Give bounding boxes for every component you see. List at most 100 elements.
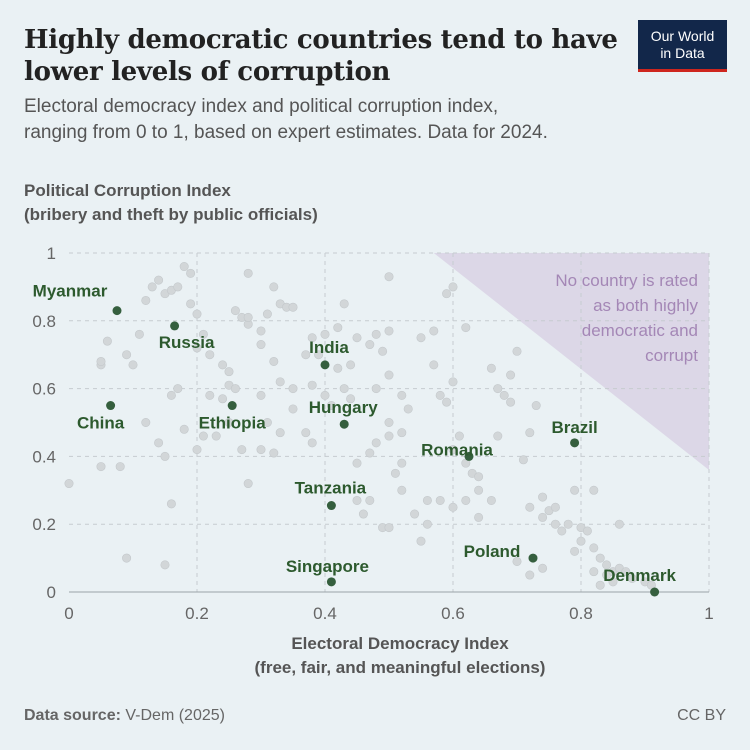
scatter-point [576, 536, 586, 546]
highlighted-point [528, 553, 538, 563]
scatter-point [371, 438, 381, 448]
scatter-point [442, 397, 452, 407]
annotation-text-line: democratic and [582, 321, 698, 340]
scatter-point [173, 282, 183, 292]
y-tick-label: 0.6 [32, 380, 56, 399]
license-link[interactable]: CC BY [677, 707, 726, 724]
scatter-point [256, 445, 266, 455]
scatter-point [608, 577, 618, 587]
scatter-point [256, 340, 266, 350]
scatter-point [474, 485, 484, 495]
scatter-point [384, 523, 394, 533]
scatter-point [198, 431, 208, 441]
scatter-point [154, 275, 164, 285]
country-label: Ethiopia [199, 414, 267, 433]
scatter-point [448, 377, 458, 387]
scatter-point [538, 512, 548, 522]
scatter-point [301, 350, 311, 360]
highlighted-point [464, 451, 474, 461]
scatter-point [134, 329, 144, 339]
scatter-point [429, 360, 439, 370]
annotation-text-line: corrupt [645, 346, 698, 365]
scatter-point [448, 502, 458, 512]
y-tick-label: 0.4 [32, 447, 56, 466]
scatter-point [314, 350, 324, 360]
scatter-point [339, 384, 349, 394]
scatter-point [333, 323, 343, 333]
scatter-point [384, 417, 394, 427]
owid-logo[interactable]: Our World in Data [638, 20, 727, 72]
scatter-point [563, 519, 573, 529]
logo-line-2: in Data [660, 45, 705, 61]
scatter-point [128, 360, 138, 370]
scatter-point [365, 448, 375, 458]
scatter-point [301, 428, 311, 438]
scatter-point [307, 333, 317, 343]
y-tick-label: 0.8 [32, 312, 56, 331]
scatter-point [448, 282, 458, 292]
scatter-point [410, 509, 420, 519]
scatter-point [102, 336, 112, 346]
page-title: Highly democratic countries tend to have… [24, 25, 618, 87]
scatter-point [173, 384, 183, 394]
scatter-point [96, 462, 106, 472]
country-label: India [309, 338, 349, 357]
scatter-point [237, 445, 247, 455]
country-label: China [77, 414, 125, 433]
scatter-point [230, 306, 240, 316]
scatter-point [230, 384, 240, 394]
scatter-point [122, 350, 132, 360]
scatter-point [506, 397, 516, 407]
scatter-point [320, 390, 330, 400]
highlighted-point [106, 401, 116, 411]
scatter-point [506, 370, 516, 380]
scatter-point [115, 462, 125, 472]
scatter-point [512, 556, 522, 566]
scatter-point [454, 431, 464, 441]
scatter-point [371, 329, 381, 339]
scatter-point [224, 417, 234, 427]
scatter-point [499, 390, 509, 400]
y-tick-label: 0.2 [32, 515, 56, 534]
scatter-point [512, 346, 522, 356]
scatter-point [166, 390, 176, 400]
scatter-point [141, 417, 151, 427]
scatter-point [589, 543, 599, 553]
scatter-point [384, 326, 394, 336]
scatter-point [198, 329, 208, 339]
x-tick-label: 0.2 [185, 604, 209, 623]
scatter-point [186, 299, 196, 309]
scatter-point [122, 553, 132, 563]
scatter-point [621, 567, 631, 577]
scatter-point [269, 356, 279, 366]
scatter-point [422, 495, 432, 505]
country-label: Hungary [309, 398, 379, 417]
scatter-point [147, 282, 157, 292]
scatter-point [403, 404, 413, 414]
x-tick-label: 0.4 [313, 604, 337, 623]
scatter-point [141, 295, 151, 305]
scatter-point [384, 370, 394, 380]
scatter-point [557, 526, 567, 536]
scatter-point [320, 329, 330, 339]
scatter-point [243, 312, 253, 322]
scatter-point [397, 428, 407, 438]
scatter-point [205, 350, 215, 360]
annotation-text-line: as both highly [593, 296, 698, 315]
page-subtitle: Electoral democracy index and political … [24, 96, 548, 143]
scatter-point [256, 326, 266, 336]
scatter-point [205, 390, 215, 400]
y-tick-label: 1 [47, 244, 56, 263]
scatter-point [256, 390, 266, 400]
highlighted-point [320, 360, 330, 370]
scatter-point [352, 495, 362, 505]
scatter-point [550, 502, 560, 512]
scatter-point [435, 495, 445, 505]
x-axis-label: Electoral Democracy Index (free, fair, a… [254, 634, 546, 677]
scatter-point [269, 282, 279, 292]
scatter-point [589, 567, 599, 577]
scatter-point [570, 546, 580, 556]
data-source: Data source: V-Dem (2025) [24, 707, 225, 725]
scatter-point [518, 455, 528, 465]
